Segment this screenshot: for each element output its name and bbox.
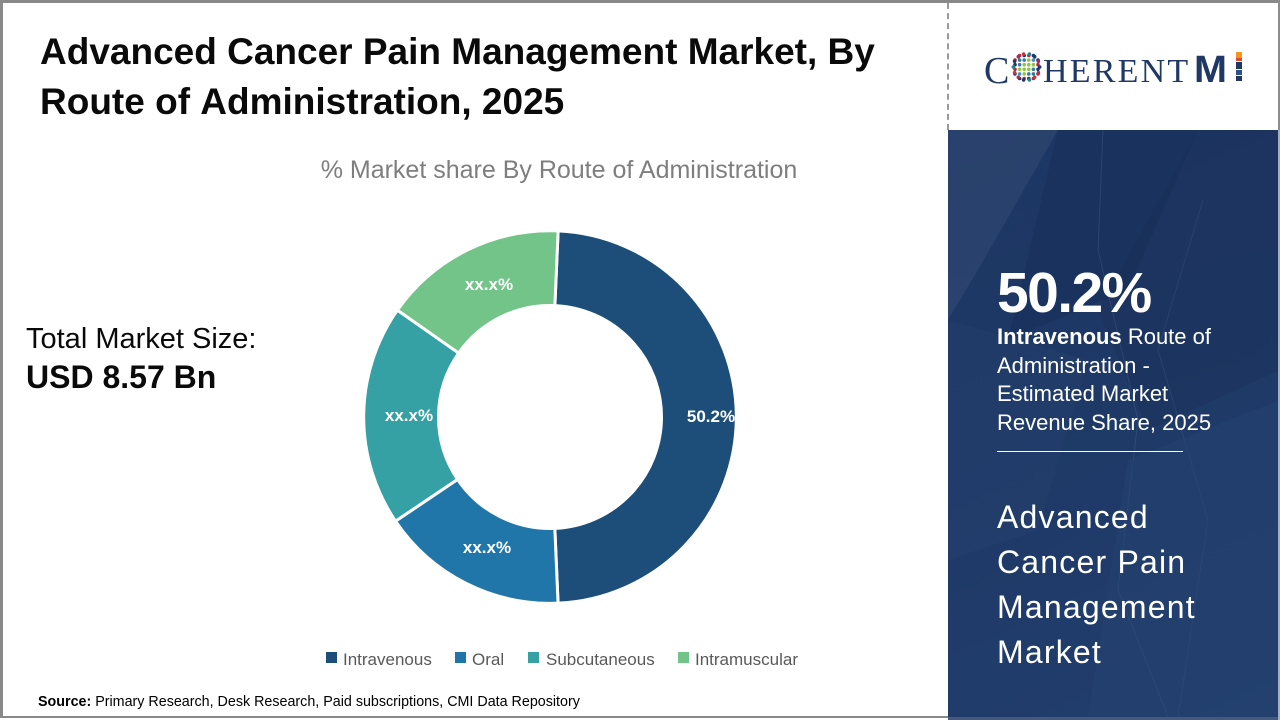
svg-text:C: C: [984, 50, 1009, 88]
svg-text:M: M: [1194, 49, 1227, 88]
svg-text:HERENT: HERENT: [1043, 53, 1190, 88]
